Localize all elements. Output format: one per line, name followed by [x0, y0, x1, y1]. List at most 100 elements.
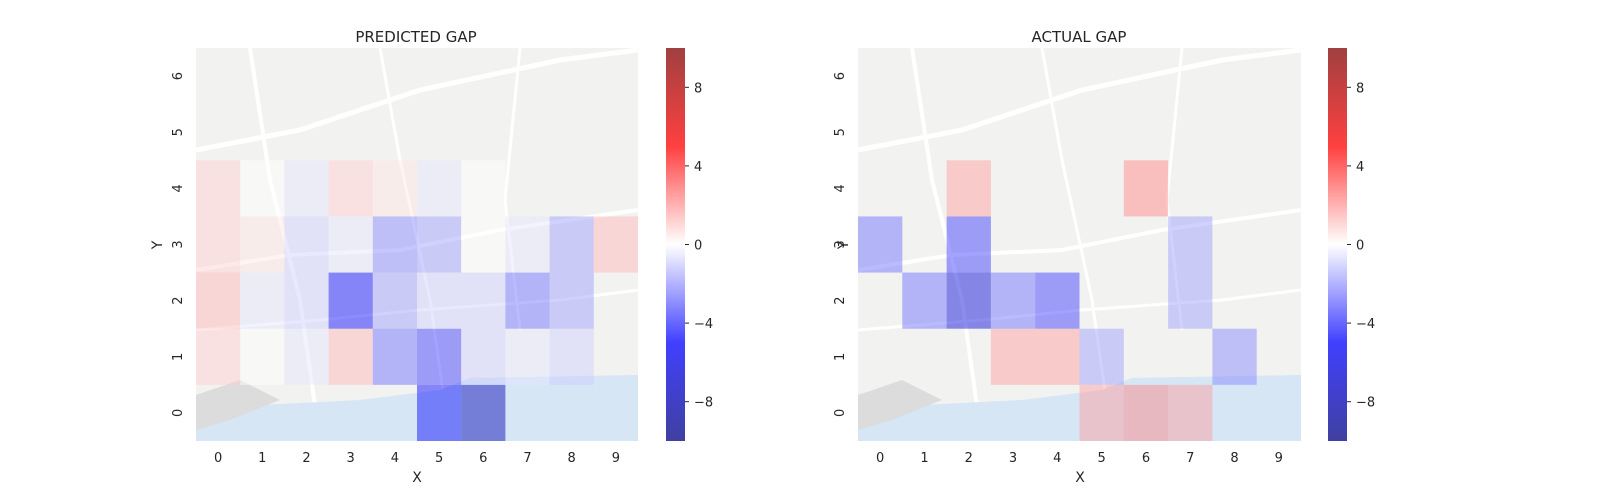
heatmap-cell — [549, 328, 594, 385]
heatmap-cell — [1168, 272, 1213, 329]
x-tick-label: 6 — [479, 451, 487, 466]
heatmap-cell — [328, 160, 373, 217]
y-tick-labels: 0 1 2 3 4 5 6 — [171, 72, 186, 417]
heatmap-cell — [549, 216, 594, 273]
colorbar-tick-label: 4 — [694, 160, 702, 175]
x-tick-label: 2 — [965, 451, 973, 466]
colorbar-tick-labels: −8 −4 0 4 8 — [1347, 81, 1375, 411]
x-tick-label: 9 — [1275, 451, 1283, 466]
x-tick-labels: 0 1 2 3 4 5 6 7 8 9 — [214, 451, 620, 466]
heatmap-cell — [372, 216, 417, 273]
x-tick-label: 7 — [1186, 451, 1194, 466]
heatmap-cell — [461, 328, 506, 385]
colorbar-tick-label: −4 — [694, 317, 713, 332]
y-tick-labels: 0 1 2 3 4 5 6 — [833, 72, 848, 417]
map-background — [857, 47, 1302, 442]
y-tick-label: 4 — [833, 184, 848, 192]
x-tick-label: 3 — [1009, 451, 1017, 466]
heatmap-cell — [284, 160, 329, 217]
heatmap-cell — [461, 272, 506, 329]
heatmap-cell — [284, 216, 329, 273]
heatmap-cell — [1168, 216, 1213, 273]
heatmap-cell — [240, 328, 285, 385]
x-axis-label: X — [1075, 470, 1085, 486]
heatmap-cell — [902, 272, 947, 329]
heatmap-cell — [196, 272, 241, 329]
colorbar-tick-label: −8 — [694, 396, 713, 411]
colorbar-tick-label: −8 — [1356, 396, 1375, 411]
heatmap-cell — [461, 216, 506, 273]
y-axis-label: Y — [150, 240, 166, 250]
chart-title: PREDICTED GAP — [355, 28, 476, 46]
heatmap-cell — [1035, 328, 1080, 385]
y-tick-label: 4 — [171, 184, 186, 192]
colorbar-tick-label: −4 — [1356, 317, 1375, 332]
heatmap-cell — [1079, 328, 1124, 385]
heatmap-cell — [593, 216, 638, 273]
chart-title: ACTUAL GAP — [1032, 28, 1127, 46]
heatmap-cell — [1168, 384, 1213, 441]
colorbar — [666, 48, 685, 441]
y-tick-label: 5 — [833, 128, 848, 136]
heatmap-cell — [328, 272, 373, 329]
x-tick-labels: 0 1 2 3 4 5 6 7 8 9 — [876, 451, 1283, 466]
x-tick-label: 0 — [876, 451, 884, 466]
x-tick-label: 3 — [347, 451, 355, 466]
heatmap-cell — [417, 384, 462, 441]
y-tick-label: 2 — [171, 296, 186, 304]
x-tick-label: 5 — [1098, 451, 1106, 466]
y-tick-label: 2 — [833, 296, 848, 304]
y-tick-label: 5 — [171, 128, 186, 136]
x-tick-label: 8 — [1230, 451, 1238, 466]
y-tick-label: 0 — [833, 409, 848, 417]
x-axis-label: X — [412, 470, 422, 486]
heatmap-cell — [284, 272, 329, 329]
x-tick-label: 1 — [920, 451, 928, 466]
colorbar-tick-label: 0 — [694, 239, 702, 254]
heatmap-cell — [946, 216, 991, 273]
colorbar — [1328, 48, 1347, 441]
heatmap-cell — [505, 272, 550, 329]
heatmap-cell — [858, 216, 903, 273]
heatmap-cell — [196, 216, 241, 273]
heatmap-cell — [1079, 384, 1124, 441]
map-background — [195, 47, 639, 442]
heatmap-cell — [990, 328, 1036, 385]
heatmap-cell — [505, 216, 550, 273]
heatmap-cells — [196, 160, 638, 441]
heatmap-cell — [240, 160, 285, 217]
colorbar-tick-label: 8 — [694, 81, 702, 96]
heatmap-cell — [461, 160, 506, 217]
x-tick-label: 1 — [258, 451, 266, 466]
x-tick-label: 4 — [391, 451, 399, 466]
heatmap-cell — [946, 160, 991, 217]
x-tick-label: 0 — [214, 451, 222, 466]
heatmap-cell — [417, 272, 462, 329]
heatmap-cell — [417, 328, 462, 385]
heatmap-cell — [196, 160, 241, 217]
heatmap-cell — [284, 328, 329, 385]
heatmap-cell — [946, 272, 991, 329]
heatmap-cell — [240, 272, 285, 329]
y-tick-label: 3 — [171, 240, 186, 248]
colorbar-tick-label: 8 — [1356, 81, 1364, 96]
heatmap-cell — [417, 216, 462, 273]
y-tick-label: 6 — [171, 72, 186, 80]
x-tick-label: 4 — [1053, 451, 1061, 466]
colorbar-tick-labels: −8 −4 0 4 8 — [685, 81, 713, 411]
colorbar-tick-label: 4 — [1356, 160, 1364, 175]
heatmap-cell — [1212, 328, 1257, 385]
y-tick-label: 6 — [833, 72, 848, 80]
y-tick-label: 1 — [171, 353, 186, 361]
x-tick-label: 7 — [523, 451, 531, 466]
y-tick-label: 0 — [171, 409, 186, 417]
heatmap-cell — [461, 384, 506, 441]
heatmap-cell — [240, 216, 285, 273]
x-tick-label: 6 — [1142, 451, 1150, 466]
y-tick-label: 1 — [833, 353, 848, 361]
actual-gap-panel: ACTUAL GAP X Y 0 1 2 3 4 5 6 7 8 9 0 1 2 3 4 5 6 −8 −4 0 4… — [833, 28, 1375, 486]
heatmap-cell — [990, 272, 1036, 329]
x-tick-label: 5 — [435, 451, 443, 466]
